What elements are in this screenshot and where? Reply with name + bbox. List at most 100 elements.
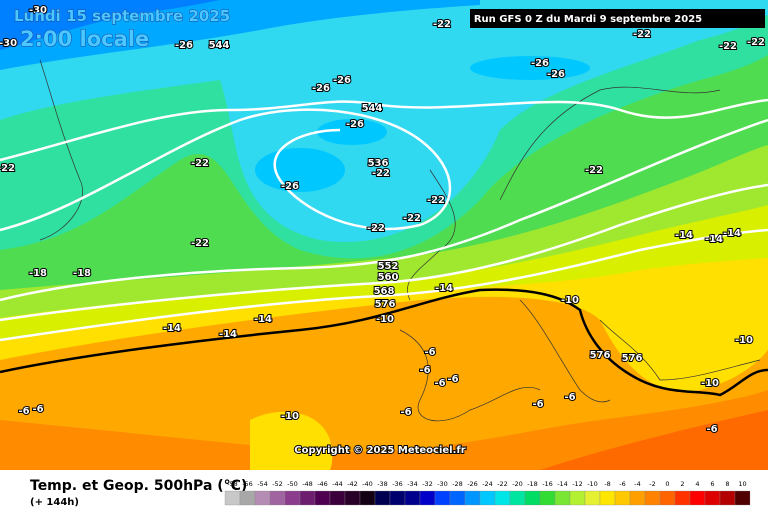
colorbar-label: -2 [649, 480, 655, 488]
field [0, 0, 480, 70]
colorbar-label: -52 [272, 480, 283, 488]
map-label: 536 [368, 158, 389, 169]
colorbar-label: -4 [634, 480, 640, 488]
colorbar-label: -50 [287, 480, 298, 488]
colorbar-cell [389, 490, 406, 506]
map-label: -22 [427, 195, 445, 206]
map-label: -6 [18, 406, 29, 417]
map-label: -26 [547, 69, 565, 80]
coastline [599, 319, 761, 381]
colorbar-cell [719, 490, 736, 506]
colorbar-label: 0 [665, 480, 669, 488]
map-fields [0, 0, 768, 470]
colorbar-cell [329, 490, 346, 506]
map-label: -6 [424, 347, 435, 358]
contour [0, 108, 452, 232]
map-label: -26 [531, 58, 549, 69]
coastline [519, 299, 611, 403]
colorbar-label: -12 [572, 480, 583, 488]
contour [0, 118, 768, 302]
colorbar-label: -30 [437, 480, 448, 488]
colorbar-cell [599, 490, 616, 506]
colorbar: -58 -56 -54 -52 -50 -48 -46 -44 -42 -40 -38 -36 -34-… [224, 480, 751, 506]
map-label: -14 [435, 283, 453, 294]
map-label: -10 [376, 314, 394, 325]
map-label: -10 [561, 295, 579, 306]
copyright: Copyright © 2025 Meteociel.fr [294, 445, 465, 456]
colorbar-cell [659, 490, 676, 506]
map-label: -6 [434, 378, 445, 389]
colorbar-label: -6 [619, 480, 625, 488]
coastline [499, 86, 721, 201]
map-label: 552 [378, 261, 399, 272]
colorbar-cell [239, 490, 256, 506]
colorbar-label: 8 [725, 480, 729, 488]
colorbar-label: -34 [407, 480, 418, 488]
colorbar-cell [434, 490, 451, 506]
forecast-date: Lundi 15 septembre 2025 [14, 7, 230, 25]
colorbar-label: -26 [467, 480, 478, 488]
coastline [39, 59, 83, 241]
field [255, 148, 345, 192]
colorbar-cell [404, 490, 421, 506]
colorbar-label: -20 [512, 480, 523, 488]
map-label: -14 [705, 234, 723, 245]
colorbar-cell [509, 490, 526, 506]
colorbar-cell [299, 490, 316, 506]
colorbar-label: 4 [695, 480, 699, 488]
colorbar-cell [224, 490, 241, 506]
colorbar-label: -58 [227, 480, 238, 488]
colorbar-cell [524, 490, 541, 506]
colorbar-label: -28 [452, 480, 463, 488]
map-label: -6 [400, 407, 411, 418]
map-label: -22 [403, 213, 421, 224]
colorbar-cell [674, 490, 691, 506]
colorbar-label: -44 [332, 480, 343, 488]
field [0, 390, 768, 470]
contour [0, 98, 768, 162]
colorbar-cell [479, 490, 496, 506]
run-info: Run GFS 0 Z du Mardi 9 septembre 2025 [474, 14, 702, 25]
map-label: -30 [29, 5, 47, 16]
map-label: -26 [312, 83, 330, 94]
map-label: -22 [367, 223, 385, 234]
field [470, 56, 590, 80]
geopotential-contours [0, 98, 768, 342]
colorbar-cell [554, 490, 571, 506]
colorbar-cell [569, 490, 586, 506]
map-label: -30 [0, 38, 17, 49]
map-label: -6 [706, 424, 717, 435]
colorbar-label: -40 [362, 480, 373, 488]
colorbar-cell [464, 490, 481, 506]
colorbar-cell [359, 490, 376, 506]
contour [0, 228, 768, 342]
colorbar-label: -24 [482, 480, 493, 488]
colorbar-cell [704, 490, 721, 506]
map-label: -14 [219, 329, 237, 340]
map-label: -18 [29, 268, 47, 279]
forecast-time: 2:00 locale [20, 27, 149, 51]
map-label: 576 [375, 299, 396, 310]
map-label: -10 [735, 335, 753, 346]
map-label: -6 [32, 404, 43, 415]
map-label: -26 [346, 119, 364, 130]
zero-isotherm [0, 288, 768, 397]
map-label: -26 [281, 181, 299, 192]
map-label: -26 [175, 40, 193, 51]
colorbar-cell [629, 490, 646, 506]
colorbar-label: -32 [422, 480, 433, 488]
colorbar-cell [614, 490, 631, 506]
map-label: 576 [622, 353, 643, 364]
footer-title: Temp. et Geop. 500hPa (°C) [30, 478, 247, 494]
map-label: -14 [723, 228, 741, 239]
field [317, 119, 387, 145]
contour [0, 183, 768, 322]
map-label: 576 [590, 350, 611, 361]
field [250, 411, 333, 470]
colorbar-label: -42 [347, 480, 358, 488]
colorbar-label: -54 [257, 480, 268, 488]
colorbar-cell [644, 490, 661, 506]
colorbar-cell [374, 490, 391, 506]
colorbar-label: -10 [587, 480, 598, 488]
